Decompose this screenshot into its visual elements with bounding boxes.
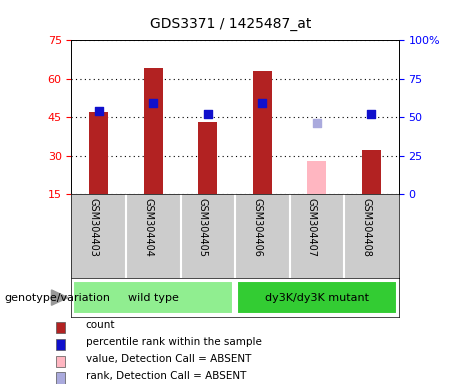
Bar	[73, 281, 233, 314]
Point	[313, 120, 321, 126]
Point	[259, 100, 266, 106]
Text: rank, Detection Call = ABSENT: rank, Detection Call = ABSENT	[86, 371, 246, 381]
Bar	[307, 161, 326, 194]
Point	[368, 111, 375, 117]
Text: GSM304405: GSM304405	[198, 198, 208, 257]
Bar	[56, 339, 65, 350]
Bar	[198, 122, 218, 194]
Text: percentile rank within the sample: percentile rank within the sample	[86, 337, 262, 347]
Text: GSM304404: GSM304404	[143, 198, 153, 257]
Bar	[56, 356, 65, 367]
Bar	[56, 372, 65, 384]
Point	[149, 100, 157, 106]
Text: value, Detection Call = ABSENT: value, Detection Call = ABSENT	[86, 354, 251, 364]
Polygon shape	[52, 290, 68, 305]
Point	[95, 108, 102, 114]
Bar	[56, 322, 65, 333]
Text: dy3K/dy3K mutant: dy3K/dy3K mutant	[265, 293, 369, 303]
Point	[204, 111, 212, 117]
Text: GSM304408: GSM304408	[361, 198, 372, 257]
Bar	[144, 68, 163, 194]
Bar	[237, 281, 397, 314]
Bar	[89, 112, 108, 194]
Text: GSM304406: GSM304406	[252, 198, 262, 257]
Bar	[253, 71, 272, 194]
Text: GDS3371 / 1425487_at: GDS3371 / 1425487_at	[150, 17, 311, 31]
Text: wild type: wild type	[128, 293, 179, 303]
Text: GSM304403: GSM304403	[89, 198, 99, 257]
Text: GSM304407: GSM304407	[307, 198, 317, 257]
Text: genotype/variation: genotype/variation	[5, 293, 111, 303]
Text: count: count	[86, 320, 115, 330]
Bar	[362, 151, 381, 194]
